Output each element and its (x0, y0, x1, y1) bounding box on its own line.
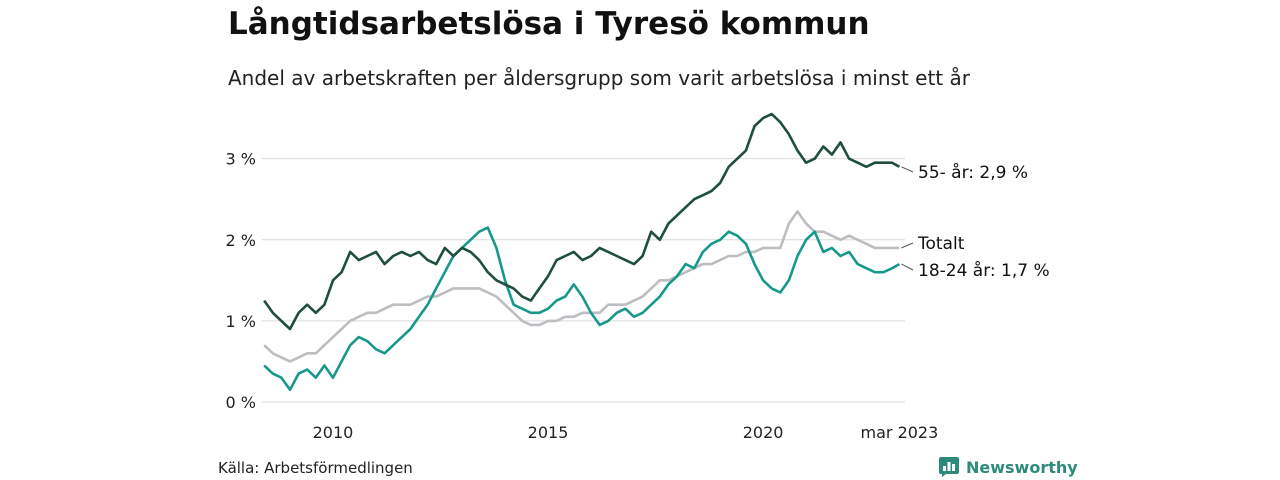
bar-chart-logo-icon (939, 457, 959, 477)
y-tick-label: 2 % (226, 231, 256, 250)
x-tick-label: 2015 (528, 423, 569, 442)
x-tick-label: 2020 (743, 423, 784, 442)
page-subtitle: Andel av arbetskraften per åldersgrupp s… (228, 66, 970, 90)
brand-name: Newsworthy (966, 457, 1078, 477)
series-line-18-24-r (263, 226, 901, 392)
y-axis-ticks: 0 % 1 % 2 % 3 % (226, 150, 256, 412)
page-title: Långtidsarbetslösa i Tyresö kommun (228, 6, 870, 42)
end-label-connector (901, 242, 914, 249)
series-line-55-r (263, 112, 901, 331)
y-tick-label: 0 % (226, 393, 256, 412)
source-note: Källa: Arbetsförmedlingen (218, 459, 413, 477)
series-line-totalt (263, 210, 900, 363)
x-axis-ticks: 2010 2015 2020 mar 2023 (313, 423, 939, 442)
end-label: 18-24 år: 1,7 % (918, 260, 1050, 281)
end-label: 55- år: 2,9 % (918, 162, 1028, 183)
x-tick-label: 2010 (313, 423, 354, 442)
y-tick-label: 1 % (226, 312, 256, 331)
end-label-connector (901, 166, 914, 173)
end-label: Totalt (917, 234, 965, 254)
end-label-connector (901, 263, 914, 271)
end-labels: 55- år: 2,9 % Totalt 18-24 år: 1,7 % (901, 162, 1050, 281)
brand-logo[interactable]: Newsworthy (938, 456, 1078, 478)
x-tick-label: mar 2023 (861, 423, 939, 442)
y-tick-label: 3 % (226, 150, 256, 169)
series-lines (263, 112, 901, 392)
grid-lines (262, 158, 905, 403)
